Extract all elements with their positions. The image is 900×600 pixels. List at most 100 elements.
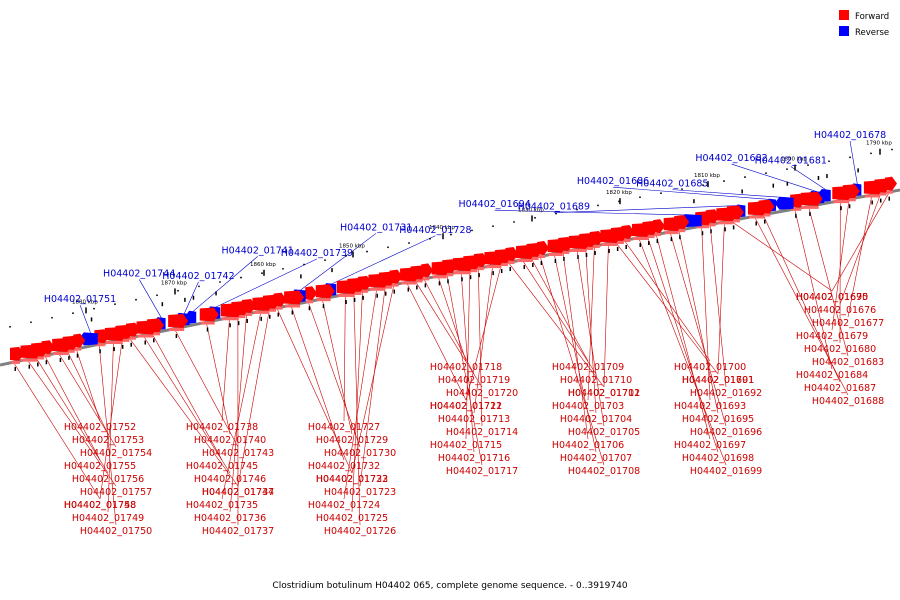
gene-label-h04402-01721[interactable]: H04402_01721 [430, 401, 502, 412]
gene-label-h04402-01704[interactable]: H04402_01704 [560, 414, 632, 425]
gene-arrow-h04402-01724[interactable] [368, 273, 390, 288]
gene-arrow-h04402-01754[interactable] [52, 338, 73, 353]
gene-label-h04402-01682[interactable]: H04402_01682 [695, 153, 767, 164]
gene-label-h04402-01739[interactable]: H04402_01739 [281, 248, 353, 259]
gene-label-h04402-01706[interactable]: H04402_01706 [552, 440, 624, 451]
gene-label-h04402-01744[interactable]: H04402_01744 [103, 268, 175, 279]
gene-arrow-h04402-01743[interactable] [168, 314, 189, 329]
gene-label-h04402-01730[interactable]: H04402_01730 [324, 448, 396, 459]
gene-label-h04402-01735[interactable]: H04402_01735 [186, 500, 258, 511]
gene-arrow-h04402-01710[interactable] [516, 245, 537, 260]
gene-label-h04402-01729[interactable]: H04402_01729 [316, 435, 388, 446]
gene-label-h04402-01725[interactable]: H04402_01725 [316, 513, 388, 524]
gene-label-h04402-01718[interactable]: H04402_01718 [430, 362, 502, 373]
gene-label-h04402-01696[interactable]: H04402_01696 [690, 427, 762, 438]
gene-label-h04402-01703[interactable]: H04402_01703 [552, 401, 624, 412]
gene-label-h04402-01712[interactable]: H04402_01712 [430, 401, 502, 412]
gene-arrow-h04402-01757[interactable] [20, 344, 42, 359]
gene-arrow-h04402-01740[interactable] [199, 307, 219, 322]
gene-label-h04402-01692[interactable]: H04402_01692 [690, 388, 762, 399]
gene-label-h04402-01681[interactable]: H04402_01681 [755, 156, 827, 167]
gene-arrow-h04402-01677[interactable] [863, 180, 884, 195]
gene-label-h04402-01757[interactable]: H04402_01757 [80, 487, 152, 498]
gene-arrow-h04402-01738[interactable] [220, 303, 243, 318]
gene-label-h04402-01742[interactable]: H04402_01742 [162, 271, 234, 282]
gene-arrow-h04402-01749[interactable] [104, 327, 127, 342]
gene-label-h04402-01699[interactable]: H04402_01699 [690, 466, 762, 477]
gene-arrow-h04402-01732[interactable] [284, 290, 305, 305]
gene-label-h04402-01708[interactable]: H04402_01708 [568, 466, 640, 477]
gene-label-h04402-01679[interactable]: H04402_01679 [796, 331, 868, 342]
gene-label-h04402-01752[interactable]: H04402_01752 [64, 422, 136, 433]
gene-label-h04402-01711[interactable]: H04402_01711 [568, 388, 640, 399]
gene-label-h04402-01734[interactable]: H04402_01734 [202, 487, 274, 498]
gene-label-h04402-01719[interactable]: H04402_01719 [438, 375, 510, 386]
gene-arrow-h04402-01750[interactable] [94, 329, 110, 344]
gene-label-h04402-01685[interactable]: H04402_01685 [636, 179, 708, 190]
gene-label-h04402-01713[interactable]: H04402_01713 [438, 414, 510, 425]
gene-label-h04402-01732[interactable]: H04402_01732 [308, 461, 380, 472]
gene-label-h04402-01722[interactable]: H04402_01722 [316, 474, 388, 485]
gene-label-h04402-01741[interactable]: H04402_01741 [222, 245, 294, 256]
gene-label-h04402-01709[interactable]: H04402_01709 [552, 362, 624, 373]
gene-label-h04402-01749[interactable]: H04402_01749 [72, 513, 144, 524]
gene-label-h04402-01736[interactable]: H04402_01736 [194, 513, 266, 524]
gene-label-h04402-01748[interactable]: H04402_01748 [64, 500, 136, 511]
gene-label-h04402-01717[interactable]: H04402_01717 [446, 466, 518, 477]
gene-label-h04402-01751[interactable]: H04402_01751 [44, 294, 116, 305]
gene-arrow-h04402-01683[interactable] [800, 191, 823, 206]
gene-label-h04402-01675[interactable]: H04402_01675 [796, 292, 868, 303]
gene-label-h04402-01756[interactable]: H04402_01756 [72, 474, 144, 485]
gene-arrow-h04402-01713[interactable] [484, 251, 506, 266]
gene-label-h04402-01678[interactable]: H04402_01678 [814, 130, 886, 141]
gene-label-h04402-01737[interactable]: H04402_01737 [202, 526, 274, 537]
gene-label-h04402-01754[interactable]: H04402_01754 [80, 448, 152, 459]
gene-label-h04402-01753[interactable]: H04402_01753 [72, 435, 144, 446]
gene-arrow-h04402-01696[interactable] [663, 217, 683, 232]
gene-label-h04402-01728[interactable]: H04402_01728 [399, 225, 471, 236]
gene-arrow-h04402-01718[interactable] [431, 261, 451, 276]
gene-label-h04402-01733[interactable]: H04402_01733 [316, 474, 388, 485]
gene-label-h04402-01746[interactable]: H04402_01746 [194, 474, 266, 485]
gene-arrow-h04402-01721[interactable] [400, 267, 421, 282]
gene-arrow-h04402-01702[interactable] [600, 228, 622, 243]
gene-label-h04402-01738[interactable]: H04402_01738 [186, 422, 258, 433]
gene-label-h04402-01705[interactable]: H04402_01705 [568, 427, 640, 438]
gene-arrow-h04402-01691[interactable] [716, 207, 738, 222]
gene-label-h04402-01758[interactable]: H04402_01758 [64, 500, 136, 511]
gene-label-h04402-01686[interactable]: H04402_01686 [577, 176, 649, 187]
gene-label-h04402-01680[interactable]: H04402_01680 [804, 344, 876, 355]
gene-label-h04402-01710[interactable]: H04402_01710 [560, 375, 632, 386]
gene-arrow-h04402-01707[interactable] [547, 238, 567, 253]
gene-arrow-h04402-01729[interactable] [315, 284, 335, 299]
gene-label-h04402-01740[interactable]: H04402_01740 [194, 435, 266, 446]
gene-label-h04402-01689[interactable]: H04402_01689 [518, 202, 590, 213]
gene-label-h04402-01724[interactable]: H04402_01724 [308, 500, 380, 511]
gene-arrow-h04402-01688[interactable] [747, 201, 768, 216]
gene-label-h04402-01690[interactable]: H04402_01690 [796, 292, 868, 303]
gene-label-h04402-01745[interactable]: H04402_01745 [186, 461, 258, 472]
gene-label-h04402-01750[interactable]: H04402_01750 [80, 526, 152, 537]
gene-arrow-h04402-01727[interactable] [336, 280, 359, 295]
gene-arrow-h04402-01685[interactable] [774, 196, 794, 210]
gene-label-h04402-01755[interactable]: H04402_01755 [64, 461, 136, 472]
gene-arrow-h04402-01758[interactable] [10, 346, 24, 361]
gene-label-h04402-01698[interactable]: H04402_01698 [682, 453, 754, 464]
gene-arrow-h04402-01699[interactable] [631, 223, 652, 238]
gene-label-h04402-01697[interactable]: H04402_01697 [674, 440, 746, 451]
gene-label-h04402-01720[interactable]: H04402_01720 [446, 388, 518, 399]
gene-label-h04402-01695[interactable]: H04402_01695 [682, 414, 754, 425]
gene-label-h04402-01743[interactable]: H04402_01743 [202, 448, 274, 459]
gene-label-h04402-01714[interactable]: H04402_01714 [446, 427, 518, 438]
gene-label-h04402-01707[interactable]: H04402_01707 [560, 453, 632, 464]
gene-label-h04402-01715[interactable]: H04402_01715 [430, 440, 502, 451]
gene-label-h04402-01676[interactable]: H04402_01676 [804, 305, 876, 316]
gene-label-h04402-01687[interactable]: H04402_01687 [804, 383, 876, 394]
gene-arrow-h04402-01705[interactable] [568, 234, 591, 249]
gene-label-h04402-01723[interactable]: H04402_01723 [324, 487, 396, 498]
gene-arrow-h04402-01680[interactable] [832, 186, 854, 201]
gene-arrow-h04402-01746[interactable] [136, 320, 158, 335]
gene-arrow-h04402-01716[interactable] [452, 257, 475, 272]
gene-arrow-h04402-01684[interactable] [790, 193, 806, 208]
gene-label-h04402-01693[interactable]: H04402_01693 [674, 401, 746, 412]
